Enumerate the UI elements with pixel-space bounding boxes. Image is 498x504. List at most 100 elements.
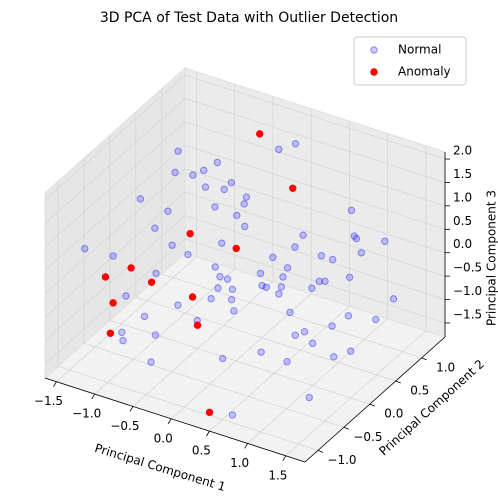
point — [275, 145, 283, 154]
point — [147, 358, 155, 366]
grid-line — [184, 98, 446, 183]
point — [200, 166, 208, 175]
point — [218, 354, 227, 363]
x-tick-label: 1.0 — [230, 456, 249, 470]
tick-mark — [421, 357, 427, 361]
grid-line — [135, 296, 396, 382]
legend-marker — [370, 46, 378, 54]
point — [186, 229, 194, 238]
point — [315, 277, 323, 286]
y-tick-label: 0.5 — [410, 383, 429, 397]
point — [233, 211, 241, 220]
point — [291, 140, 300, 148]
grid-line — [184, 74, 446, 160]
point — [174, 147, 182, 155]
panes — [44, 66, 446, 463]
point — [171, 168, 179, 177]
point — [230, 307, 238, 315]
point — [207, 294, 215, 303]
chart-title: 3D PCA of Test Data with Outlier Detecti… — [100, 10, 398, 26]
point — [201, 183, 210, 191]
point — [256, 269, 265, 278]
point — [283, 358, 291, 366]
point — [242, 193, 251, 201]
z-tick-label: 2.0 — [453, 144, 472, 158]
point — [106, 329, 115, 337]
marks — [81, 130, 398, 419]
z-tick-label: −1.0 — [453, 284, 482, 298]
point — [299, 231, 307, 239]
grid-line — [44, 98, 186, 224]
labels: −1.5−1.0−0.50.00.51.01.5−1.0−0.50.00.51.… — [34, 144, 482, 483]
point — [118, 328, 126, 337]
point — [147, 278, 156, 286]
point — [214, 284, 222, 292]
tick-mark — [206, 430, 210, 437]
point — [344, 312, 353, 320]
point — [109, 252, 117, 260]
point — [151, 224, 159, 232]
point — [218, 239, 226, 247]
grid-line — [184, 144, 446, 230]
point — [328, 322, 336, 330]
point — [240, 200, 248, 208]
point — [300, 328, 309, 336]
grid-line — [109, 319, 370, 405]
x-tick-label: 0.0 — [154, 431, 173, 445]
point — [119, 336, 127, 345]
point — [189, 171, 197, 179]
point — [328, 255, 337, 264]
x-tick-label: −0.5 — [110, 419, 139, 433]
tick-mark — [129, 406, 134, 412]
grid-line — [44, 168, 186, 294]
grid-line — [184, 168, 446, 254]
z-tick-label: 1.0 — [453, 190, 472, 204]
point — [164, 207, 172, 215]
y-tick-label: −1.0 — [327, 453, 356, 467]
grid-line — [161, 273, 422, 359]
point — [81, 244, 89, 253]
point — [211, 203, 219, 211]
point — [345, 273, 354, 281]
point — [220, 185, 228, 194]
point — [277, 283, 286, 291]
x-tick-label: 1.5 — [268, 468, 287, 482]
point — [101, 273, 110, 281]
tick-mark — [369, 403, 375, 407]
y-axis-line — [304, 336, 446, 463]
point — [262, 283, 270, 291]
grid-line — [57, 366, 319, 451]
x-tick-label: 0.5 — [192, 444, 211, 458]
tick-mark — [343, 426, 350, 430]
point — [257, 348, 265, 356]
point — [389, 295, 398, 303]
point — [291, 331, 299, 339]
point — [347, 206, 356, 215]
tick-mark — [244, 443, 248, 449]
point — [136, 195, 145, 203]
point — [350, 232, 358, 240]
y-tick-label: 0.0 — [384, 407, 403, 421]
tick-mark — [282, 455, 287, 462]
legend-label: Anomaly — [398, 65, 451, 79]
point — [289, 184, 297, 192]
grid-line — [44, 144, 186, 271]
z-tick-label: −1.5 — [453, 307, 482, 321]
point — [286, 308, 294, 317]
y-tick-label: 1.0 — [436, 360, 455, 374]
point — [308, 284, 316, 292]
z-tick-label: 0.0 — [453, 237, 472, 251]
point — [275, 290, 283, 298]
grid-line — [83, 342, 345, 428]
point — [174, 301, 182, 309]
x-tick-label: −1.5 — [34, 394, 63, 408]
point — [357, 249, 366, 257]
point — [241, 222, 249, 231]
point — [140, 312, 149, 321]
point — [211, 263, 219, 271]
point — [184, 250, 192, 259]
point — [127, 264, 135, 272]
legend-marker — [370, 68, 378, 76]
legend-box — [353, 36, 467, 86]
tick-mark — [91, 393, 96, 400]
